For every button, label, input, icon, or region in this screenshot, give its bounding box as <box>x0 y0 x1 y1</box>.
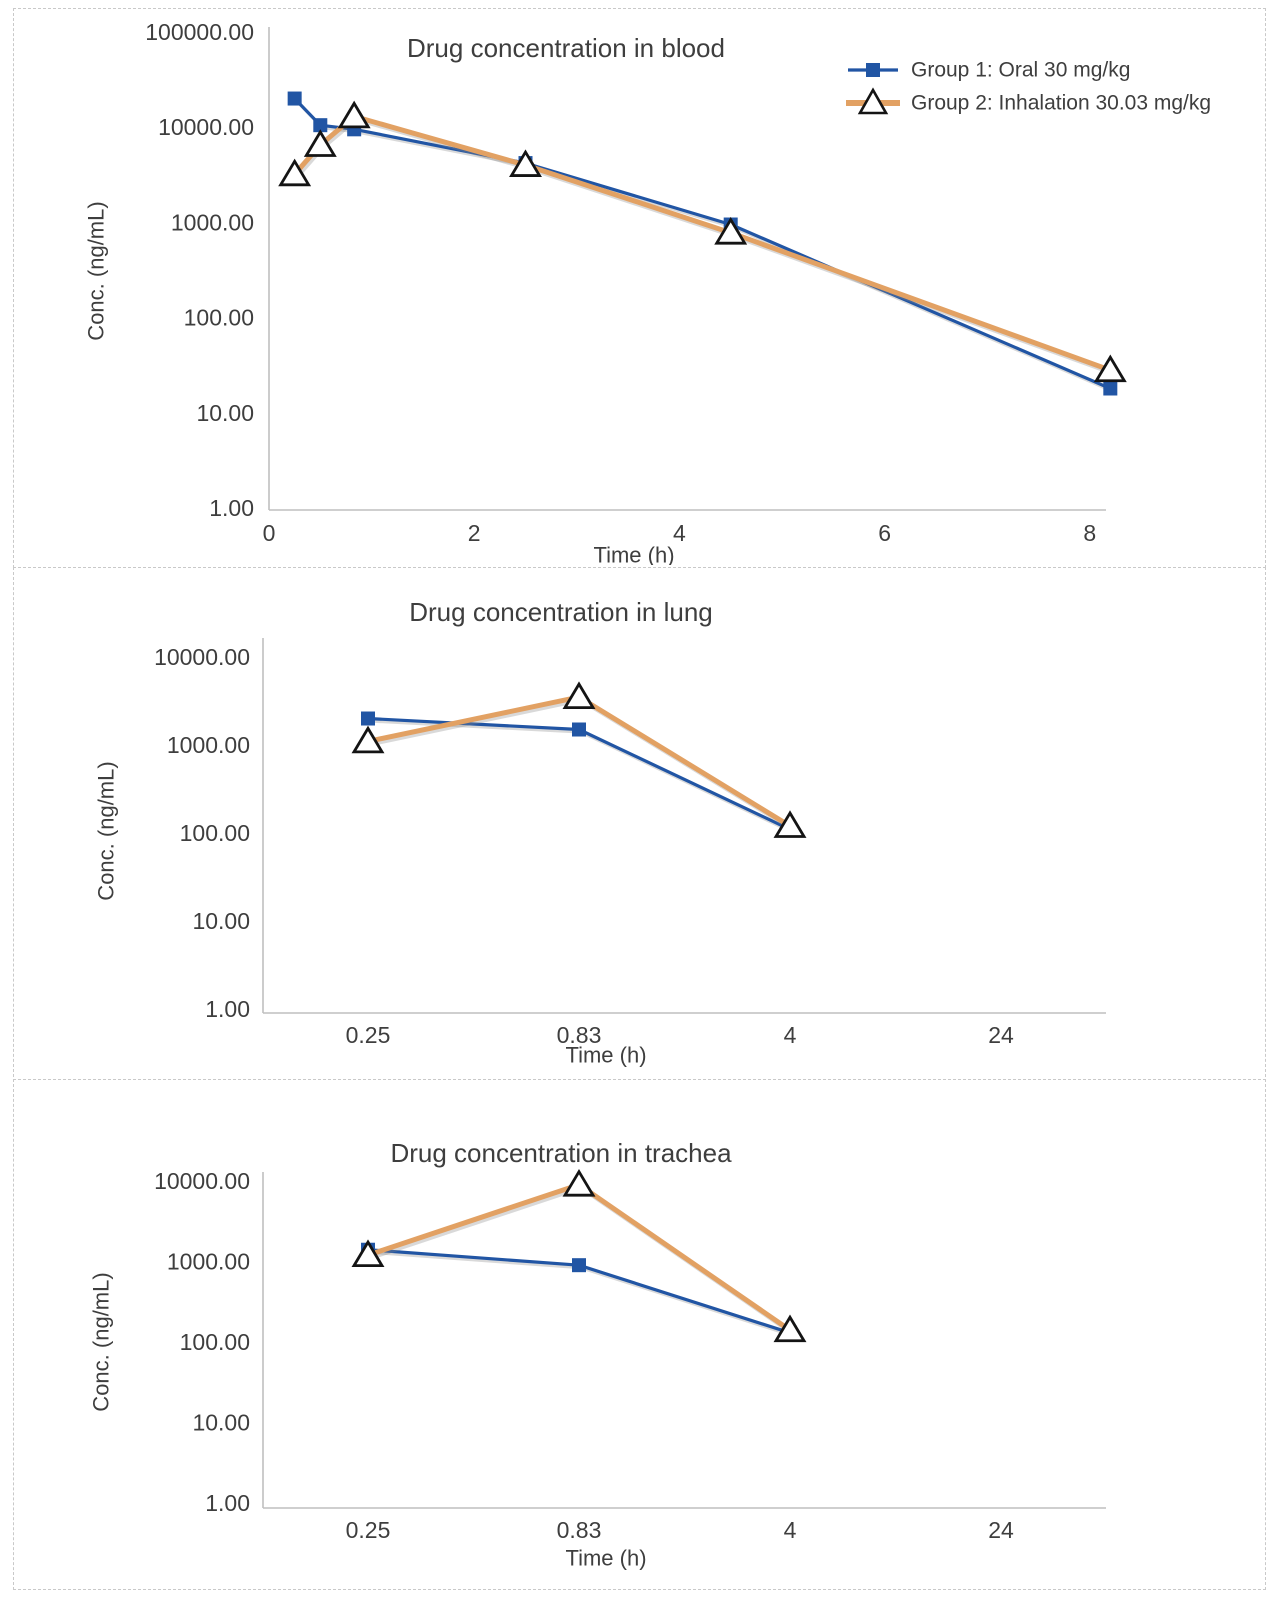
series-line-oral <box>293 97 1111 390</box>
triangle-marker-icon <box>303 129 337 157</box>
triangle-marker-icon <box>278 158 312 187</box>
y-tick-label: 10.00 <box>196 400 254 426</box>
x-tick-label: 24 <box>988 1022 1014 1048</box>
series-line-shadow <box>295 99 1113 393</box>
x-axis-title: Time (h) <box>593 543 674 566</box>
triangle-marker-icon <box>773 810 807 838</box>
triangle-marker-icon <box>562 1168 596 1197</box>
legend: Group 1: Oral 30 mg/kg Group 2: Inhalati… <box>846 59 1211 115</box>
y-tick-label: 10000.00 <box>154 644 250 670</box>
legend-label-group2: Group 2: Inhalation 30.03 mg/kg <box>911 92 1211 115</box>
y-tick-label: 10.00 <box>192 908 250 934</box>
y-tick-label: 10000.00 <box>154 1168 250 1194</box>
x-tick-label: 2 <box>468 520 481 546</box>
y-tick-label: 10.00 <box>192 1410 250 1436</box>
y-tick-label: 100.00 <box>180 820 250 846</box>
y-tick-label: 1000.00 <box>167 1249 250 1275</box>
y-tick-label: 1.00 <box>205 1490 250 1516</box>
y-tick-label: 1000.00 <box>171 209 254 235</box>
y-axis-title: Conc. (ng/mL) <box>89 1272 114 1411</box>
y-tick-label: 100000.00 <box>145 19 254 45</box>
square-marker-icon <box>313 118 328 133</box>
y-tick-label: 100.00 <box>180 1329 250 1355</box>
x-tick-label: 4 <box>673 520 686 546</box>
square-marker-icon <box>572 722 586 737</box>
lung-chart: 10000.00 1000.00 100.00 10.00 1.00 0.25 0.83 4 2… <box>94 597 1106 1068</box>
legend-triangle-marker-icon <box>857 87 889 115</box>
x-tick-label: 0.25 <box>346 1022 391 1048</box>
x-tick-label: 8 <box>1083 520 1096 546</box>
y-axis-title: Conc. (ng/mL) <box>84 201 109 340</box>
triangle-marker-icon <box>714 216 748 245</box>
square-marker-icon <box>572 1258 586 1273</box>
chart-title: Drug concentration in lung <box>409 597 713 627</box>
square-marker-icon <box>287 91 302 106</box>
trachea-chart-panel: 10000.00 1000.00 100.00 10.00 1.00 0.25 0.83 4 2… <box>13 1079 1266 1590</box>
x-tick-label: 4 <box>784 1517 797 1543</box>
series-line-inhalation <box>292 113 1112 373</box>
y-tick-label: 1.00 <box>209 495 254 521</box>
x-tick-label: 4 <box>784 1022 797 1048</box>
x-tick-label: 6 <box>878 520 891 546</box>
x-tick-label: 24 <box>988 1517 1014 1543</box>
x-tick-label: 0.25 <box>346 1517 391 1543</box>
x-tick-label: 0.83 <box>557 1517 602 1543</box>
blood-chart: 100000.00 10000.00 1000.00 100.00 10.00 1.00 0… <box>84 19 1212 566</box>
triangle-marker-icon <box>351 1239 385 1268</box>
legend-square-marker-icon <box>866 63 880 77</box>
chart-title: Drug concentration in blood <box>407 33 725 63</box>
y-tick-label: 100.00 <box>184 305 254 331</box>
triangle-marker-icon <box>773 1314 807 1343</box>
x-tick-label: 0 <box>263 520 276 546</box>
triangle-marker-icon <box>337 100 371 129</box>
square-marker-icon <box>361 711 375 726</box>
y-tick-label: 10000.00 <box>158 114 254 140</box>
chart-title: Drug concentration in trachea <box>390 1138 732 1168</box>
y-tick-label: 1.00 <box>205 996 250 1022</box>
triangle-marker-icon <box>1093 354 1127 383</box>
triangle-marker-icon <box>562 681 596 710</box>
legend-label-group1: Group 1: Oral 30 mg/kg <box>911 59 1130 82</box>
series-line-shadow <box>294 116 1114 376</box>
x-axis-title: Time (h) <box>565 1043 646 1068</box>
series-line-shadow <box>369 696 794 831</box>
x-tick-label: 0.83 <box>557 1022 602 1048</box>
triangle-marker-icon <box>509 149 542 177</box>
y-axis-title: Conc. (ng/mL) <box>94 761 119 900</box>
y-tick-label: 1000.00 <box>167 732 250 758</box>
square-marker-icon <box>1103 381 1118 396</box>
trachea-chart: 10000.00 1000.00 100.00 10.00 1.00 0.25 0.83 4 2… <box>89 1138 1106 1571</box>
triangle-marker-icon <box>351 725 385 754</box>
lung-chart-panel: 10000.00 1000.00 100.00 10.00 1.00 0.25 0.83 4 2… <box>13 567 1266 1082</box>
series-line-inhalation <box>367 694 792 829</box>
x-axis-title: Time (h) <box>565 1546 646 1571</box>
series-line-shadow <box>369 719 793 834</box>
blood-chart-panel: 100000.00 10000.00 1000.00 100.00 10.00 1.00 0… <box>13 8 1266 568</box>
